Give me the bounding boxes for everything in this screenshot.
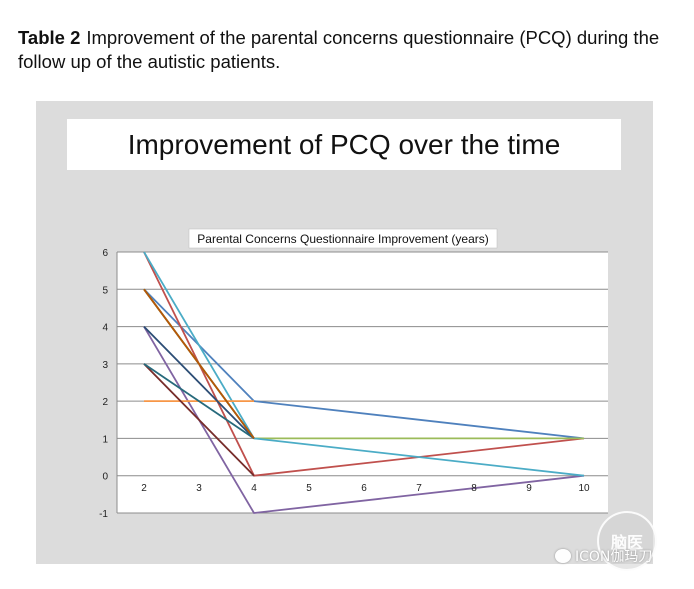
table-caption: Table 2 Improvement of the parental conce…: [18, 26, 682, 74]
watermark-brand-text: ICON伽玛刀: [575, 549, 653, 565]
x-tick-label: 2: [141, 483, 147, 494]
chart-figure: Improvement of PCQ over the time -1 0 1 2 3 4…: [36, 101, 653, 564]
series-line-11: [143, 288, 255, 439]
y-tick-label: -1: [99, 509, 108, 520]
chart-title-box: [188, 228, 498, 249]
series-line-10: [143, 363, 255, 440]
y-tick-label: 5: [102, 285, 108, 296]
x-tick-label: 7: [416, 483, 422, 494]
y-tick-label: 6: [102, 248, 108, 259]
watermark-brand: ICON伽玛刀: [555, 545, 652, 567]
series-line-8: [143, 363, 255, 477]
y-tick-label: 2: [102, 397, 108, 408]
caption-text: Improvement of the parental concerns que…: [18, 27, 660, 72]
wechat-icon: [555, 549, 571, 563]
x-tick-label: 8: [471, 483, 477, 494]
x-tick-label: 6: [361, 483, 367, 494]
x-tick-label: 3: [196, 483, 202, 494]
watermark-seal: 脑医: [597, 511, 657, 571]
y-tick-label: 4: [102, 323, 108, 334]
x-tick-label: 10: [578, 483, 590, 494]
line-chart: -1 0 1 2 3 4 5 6 2 3 4 5 6 7 8 9 10 Parental Concerns Que…: [99, 228, 608, 520]
plot-area: [117, 252, 608, 513]
figure-title: Improvement of PCQ over the time: [67, 119, 621, 170]
watermark-seal-text: 脑医: [610, 533, 643, 552]
x-tick-label: 9: [526, 483, 532, 494]
caption-label: Table 2: [18, 27, 81, 48]
chart-title: Parental Concerns Questionnaire Improvem…: [197, 232, 488, 246]
x-tick-label: 4: [251, 483, 257, 494]
series-line-7: [143, 325, 255, 440]
y-tick-label: 1: [102, 434, 108, 445]
y-tick-label: 0: [102, 472, 108, 483]
y-tick-label: 3: [102, 360, 108, 371]
x-tick-label: 5: [306, 483, 312, 494]
